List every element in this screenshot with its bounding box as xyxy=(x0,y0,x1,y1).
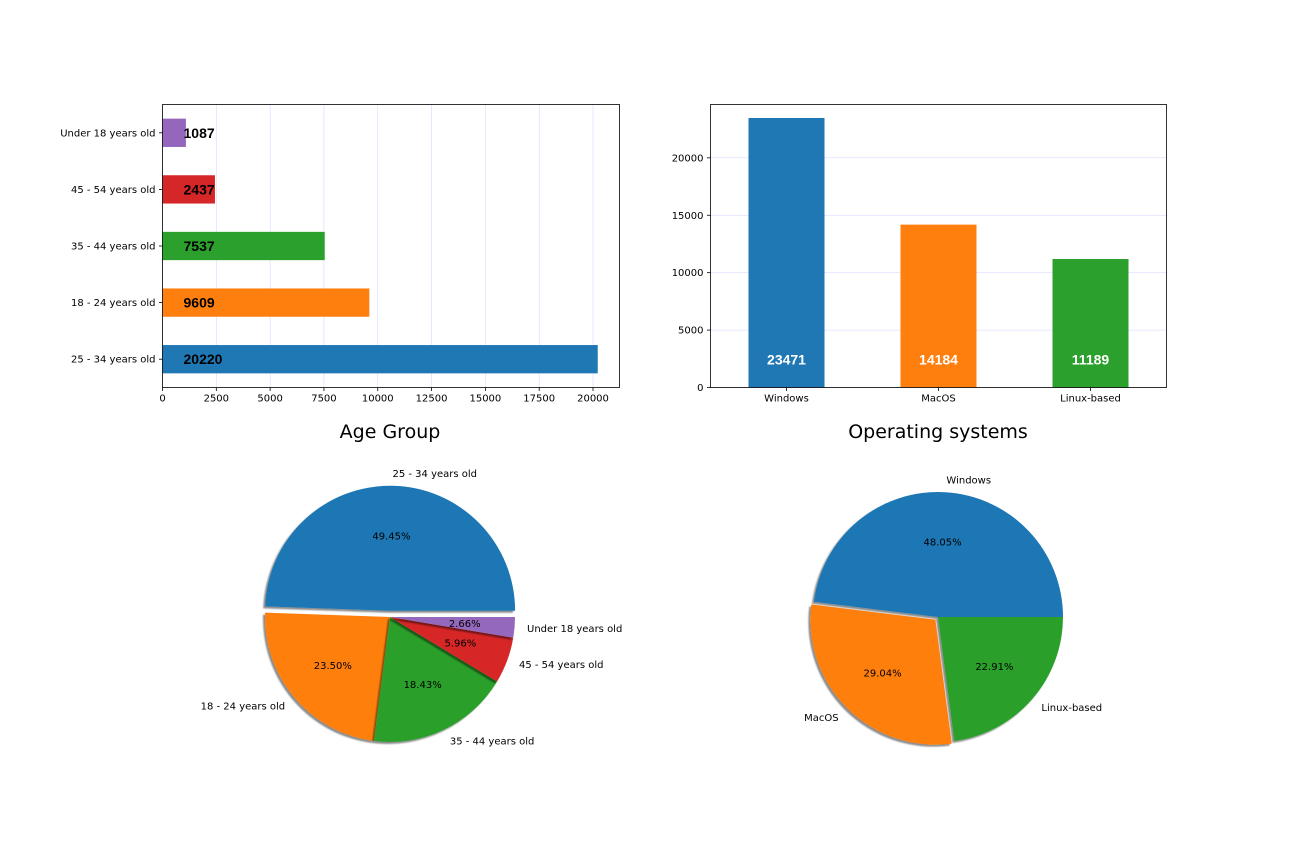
age-bar-ytick-label: 18 - 24 years old xyxy=(71,298,156,309)
age-bar-25-34-years-old xyxy=(162,345,598,374)
os-pie-category-label: Windows xyxy=(946,475,991,486)
os-pie-category-label: Linux-based xyxy=(1041,703,1102,714)
os-bar-ytick-label: 20000 xyxy=(672,153,704,164)
os-pie-pct-label: 29.04% xyxy=(863,668,901,679)
age-bar-xtick-label: 15000 xyxy=(469,394,501,405)
age-bar-data-label: 9609 xyxy=(184,295,215,311)
age-pie-pct-label: 18.43% xyxy=(404,680,442,691)
os-bar-series: 23471 14184 11189 xyxy=(748,117,1129,388)
age-pie-slices xyxy=(265,485,516,742)
age-pie-slice-35-44-years-old xyxy=(373,617,498,742)
age-pie-pct-label: 49.45% xyxy=(372,531,410,542)
age-bar-ytick-label: 45 - 54 years old xyxy=(71,185,156,196)
os-bar-xtick-label: Windows xyxy=(764,394,809,405)
age-bar-xtick-label: 20000 xyxy=(577,394,609,405)
os-pie-slice-windows xyxy=(813,491,1063,617)
age-pie-pct-label: 23.50% xyxy=(314,661,352,672)
age-pie-category-label: 18 - 24 years old xyxy=(201,701,286,712)
age-bar-xtick-label: 5000 xyxy=(257,394,282,405)
os-bar-ytick-label: 5000 xyxy=(678,326,703,337)
age-pie-slice-45-54-years-old xyxy=(390,617,514,682)
age-pie-category-label: 45 - 54 years old xyxy=(519,660,604,671)
os-pie-labels: 48.05% Windows 29.04% MacOS 22.91% Linux-base… xyxy=(804,475,1102,724)
age-bar-data-label: 20220 xyxy=(184,351,223,367)
os-pie-pct-label: 48.05% xyxy=(924,538,962,549)
os-pie-slice-linux-based xyxy=(938,617,1063,741)
os-pie-slices xyxy=(810,491,1063,745)
os-bar-xtick-label: MacOS xyxy=(921,394,955,405)
os-bar-ytick-label: 15000 xyxy=(672,211,704,222)
age-bar-grid xyxy=(162,104,594,388)
age-pie-pct-label: 5.96% xyxy=(444,639,476,650)
age-bar-data-label: 1087 xyxy=(184,125,215,141)
age-bar-data-label: 2437 xyxy=(184,181,215,197)
os-bar-ticks: 0 5000 10000 15000 20000 Windows MacOS Linux-ba… xyxy=(672,153,1121,404)
os-bar-data-label: 14184 xyxy=(919,352,958,368)
age-pie-category-label: 25 - 34 years old xyxy=(392,469,477,480)
age-pie-slice-25-34-years-old xyxy=(265,485,516,611)
age-pie-slice-18-24-years-old xyxy=(265,612,390,741)
age-bar-ytick-label: 35 - 44 years old xyxy=(71,242,156,253)
age-bar-xtick-label: 7500 xyxy=(311,394,336,405)
age-pie-slice-under-18-years-old xyxy=(390,617,515,638)
age-pie-pct-label: 2.66% xyxy=(449,619,481,630)
os-bar-ytick-label: 10000 xyxy=(672,268,704,279)
os-bar-data-label: 11189 xyxy=(1072,352,1110,368)
os-bar-ytick-label: 0 xyxy=(697,383,703,394)
os-pie-title: Operating systems xyxy=(848,421,1028,443)
os-pie-pct-label: 22.91% xyxy=(975,662,1013,673)
age-bar-ytick-label: Under 18 years old xyxy=(60,128,155,139)
age-bar-chart: 20220 9609 7537 2437 1087 0 2500 5000 7500 10000… xyxy=(60,104,620,405)
os-bar-linux-based xyxy=(1052,259,1129,388)
age-pie-chart: Age Group 49.45% 25 - 34 years old 23.50% 1… xyxy=(201,421,623,747)
age-bar-xtick-label: 10000 xyxy=(362,394,394,405)
os-bar-chart: 23471 14184 11189 0 5000 10000 15000 20000 Wind… xyxy=(672,104,1167,405)
os-bar-data-label: 23471 xyxy=(767,352,806,368)
os-bar-macos xyxy=(900,224,977,388)
age-bar-data-label: 7537 xyxy=(184,238,215,254)
age-bar-xtick-label: 0 xyxy=(159,394,165,405)
age-pie-category-label: Under 18 years old xyxy=(527,624,622,635)
age-bar-ticks: 0 2500 5000 7500 10000 12500 15000 17500 20000 25… xyxy=(60,128,609,404)
age-bar-xtick-label: 17500 xyxy=(523,394,555,405)
age-bar-xtick-label: 12500 xyxy=(416,394,448,405)
age-bar-ytick-label: 25 - 34 years old xyxy=(71,355,156,366)
age-bar-18-24-years-old xyxy=(162,288,370,317)
age-pie-category-label: 35 - 44 years old xyxy=(450,736,535,747)
os-pie-category-label: MacOS xyxy=(804,713,838,724)
age-bar-45-54-years-old xyxy=(162,175,215,204)
age-bar-series: 20220 9609 7537 2437 1087 xyxy=(162,118,598,374)
os-bar-xtick-label: Linux-based xyxy=(1060,394,1121,405)
age-bar-xtick-label: 2500 xyxy=(204,394,229,405)
os-pie-slice-macos xyxy=(810,604,952,745)
age-bar-under-18-years-old xyxy=(162,118,186,147)
os-pie-chart: Operating systems 48.05% Windows 29.04% Mac… xyxy=(804,421,1102,745)
os-bar-windows xyxy=(748,117,825,388)
age-bar-35-44-years-old xyxy=(162,231,325,261)
age-pie-labels: 49.45% 25 - 34 years old 23.50% 18 - 24 yea… xyxy=(201,469,623,748)
age-pie-title: Age Group xyxy=(340,421,441,443)
